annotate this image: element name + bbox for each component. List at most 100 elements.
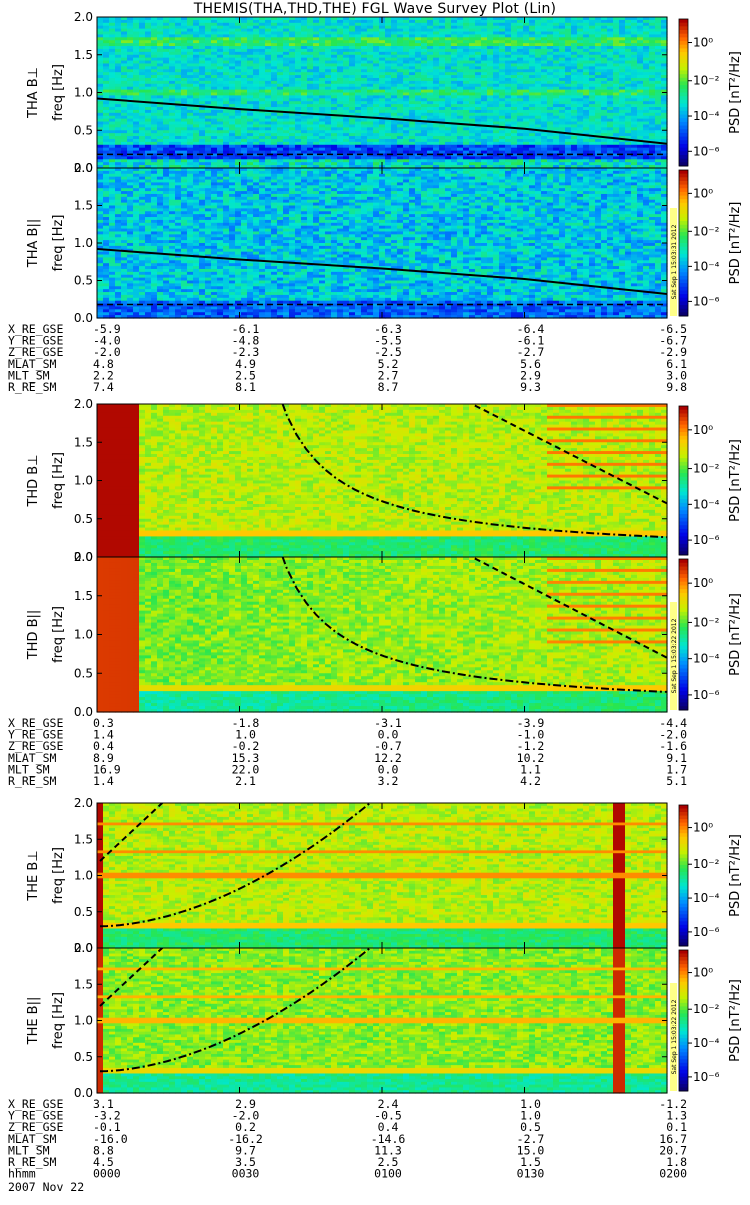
ephemeris-value: 4.2 xyxy=(520,774,541,788)
colorbar-tick-label: 10⁻⁴ xyxy=(693,1036,720,1050)
colorbar-label: PSD [nT²/Hz] xyxy=(728,834,743,917)
y-tick-label: 0.5 xyxy=(74,666,93,680)
panel-component-label: THA B|| xyxy=(26,219,41,268)
y-tick-label: 1.5 xyxy=(74,199,93,213)
panel-component-label: THE B⊥ xyxy=(26,850,41,901)
y-tick-label: 0.5 xyxy=(74,1050,93,1064)
colorbar-tick-label: 10⁻⁶ xyxy=(693,294,720,308)
colorbar-tick-label: 10⁰ xyxy=(693,966,713,980)
y-tick-label: 1.5 xyxy=(74,832,93,846)
y-tick-label: 1.0 xyxy=(74,869,93,883)
date-label: 2007 Nov 22 xyxy=(8,1180,84,1194)
ephemeris-value: 7.4 xyxy=(93,380,114,394)
colorbar-tick-label: 10⁻² xyxy=(693,224,720,238)
panel-component-label: THD B⊥ xyxy=(26,454,41,507)
y-tick-label: 2.0 xyxy=(74,550,93,564)
colorbar-tick-label: 10⁻² xyxy=(693,1002,720,1016)
frequency-axis-label: freq [Hz] xyxy=(51,992,66,1049)
frequency-axis-label: freq [Hz] xyxy=(51,606,66,663)
ephemeris-row-label: R_RE_SM xyxy=(8,774,57,788)
ephemeris-row-label: R_RE_SM xyxy=(8,380,57,394)
y-tick-label: 0.5 xyxy=(74,123,93,137)
colorbar-label: PSD [nT²/Hz] xyxy=(728,51,743,134)
y-tick-label: 2.0 xyxy=(74,796,93,810)
colorbar-tick-label: 10⁻⁶ xyxy=(693,533,720,547)
ephemeris-value: 3.2 xyxy=(378,774,399,788)
ephemeris-table-tha: X_RE_GSE-5.9-6.1-6.3-6.4-6.5Y_RE_GSE-4.0… xyxy=(8,322,687,394)
panel-component-label: THE B|| xyxy=(26,997,41,1046)
colorbar-label: PSD [nT²/Hz] xyxy=(728,202,743,285)
frequency-axis-label: freq [Hz] xyxy=(51,215,66,272)
y-tick-label: 1.5 xyxy=(74,589,93,603)
frequency-axis-label: freq [Hz] xyxy=(51,64,66,121)
y-tick-label: 2.0 xyxy=(74,161,93,175)
colorbar: 10⁰ 10⁻² 10⁻⁴ 10⁻⁶ PSD [nT²/Hz] xyxy=(679,19,743,166)
colorbar-tick-label: 10⁻⁶ xyxy=(693,688,720,702)
ephemeris-value: 5.1 xyxy=(666,774,687,788)
ephemeris-value: 8.7 xyxy=(378,380,399,394)
colorbar-tick-label: 10⁰ xyxy=(693,36,713,50)
colorbar-tick-label: 10⁻⁶ xyxy=(693,144,720,158)
figure-title: THEMIS(THA,THD,THE) FGL Wave Survey Plot… xyxy=(0,1,750,17)
panel-component-label: THA B⊥ xyxy=(26,67,41,119)
colorbar-tick-label: 10⁻⁴ xyxy=(693,891,720,905)
colorbar-tick-label: 10⁰ xyxy=(693,423,713,437)
colorbar-tick-label: 10⁻⁶ xyxy=(693,925,720,939)
colorbar: 10⁰ 10⁻² 10⁻⁴ 10⁻⁶ PSD [nT²/Hz] xyxy=(679,406,743,555)
y-tick-label: 1.0 xyxy=(74,628,93,642)
time-tick-label: 0000 xyxy=(93,1167,121,1181)
timestamp-stamp: Sat Sep 1 15:03:22 2012 xyxy=(671,618,678,693)
y-tick-label: 0.5 xyxy=(74,274,93,288)
y-tick-label: 1.5 xyxy=(74,977,93,991)
colorbar-tick-label: 10⁰ xyxy=(693,186,713,200)
y-tick-label: 0.0 xyxy=(74,705,93,719)
colorbar: 10⁰ 10⁻² 10⁻⁴ 10⁻⁶ PSD [nT²/Hz] xyxy=(679,950,743,1092)
colorbar-tick-label: 10⁻⁶ xyxy=(693,1070,720,1084)
colorbar-tick-label: 10⁰ xyxy=(693,576,713,590)
colorbar-tick-label: 10⁻⁴ xyxy=(693,497,720,511)
time-tick-label: 0130 xyxy=(517,1167,545,1181)
y-tick-label: 1.5 xyxy=(74,48,93,62)
time-tick-label: 0100 xyxy=(374,1167,402,1181)
frequency-axis-label: freq [Hz] xyxy=(51,452,66,509)
y-tick-label: 1.0 xyxy=(74,474,93,488)
colorbar-label: PSD [nT²/Hz] xyxy=(728,439,743,522)
ephemeris-value: 9.3 xyxy=(520,380,541,394)
y-tick-label: 0.0 xyxy=(74,1086,93,1100)
colorbar-tick-label: 10⁻² xyxy=(693,74,720,88)
colorbar-tick-label: 10⁻² xyxy=(693,462,720,476)
spectrogram-panel-tha-2: 0.0 0.5 1.0 1.5 2.0 THA B|| freq [Hz] 10⁰ 10⁻² 10… xyxy=(26,161,743,325)
frequency-axis-label: freq [Hz] xyxy=(51,847,66,904)
ephemeris-value: 1.4 xyxy=(93,774,114,788)
y-tick-label: 1.0 xyxy=(74,86,93,100)
time-tick-label: 0030 xyxy=(232,1167,260,1181)
y-tick-label: 0.0 xyxy=(74,311,93,325)
panel-component-label: THD B|| xyxy=(26,610,41,661)
time-axis-label: hhmm xyxy=(8,1167,36,1181)
y-tick-label: 0.5 xyxy=(74,512,93,526)
y-tick-label: 2.0 xyxy=(74,397,93,411)
y-tick-label: 2.0 xyxy=(74,941,93,955)
ephemeris-value: 8.1 xyxy=(235,380,256,394)
colorbar-tick-label: 10⁻⁴ xyxy=(693,652,720,666)
timestamp-stamp: Sat Sep 1 15:03:31 2012 xyxy=(671,224,678,299)
colorbar-tick-label: 10⁻² xyxy=(693,857,720,871)
colorbar-tick-label: 10⁻⁴ xyxy=(693,109,720,123)
colorbar-label: PSD [nT²/Hz] xyxy=(728,979,743,1062)
colorbar-label: PSD [nT²/Hz] xyxy=(728,593,743,676)
timestamp-stamp: Sat Sep 1 15:03:22 2012 xyxy=(671,999,678,1074)
y-tick-label: 1.0 xyxy=(74,236,93,250)
y-tick-label: 1.5 xyxy=(74,435,93,449)
y-tick-label: 0.5 xyxy=(74,905,93,919)
